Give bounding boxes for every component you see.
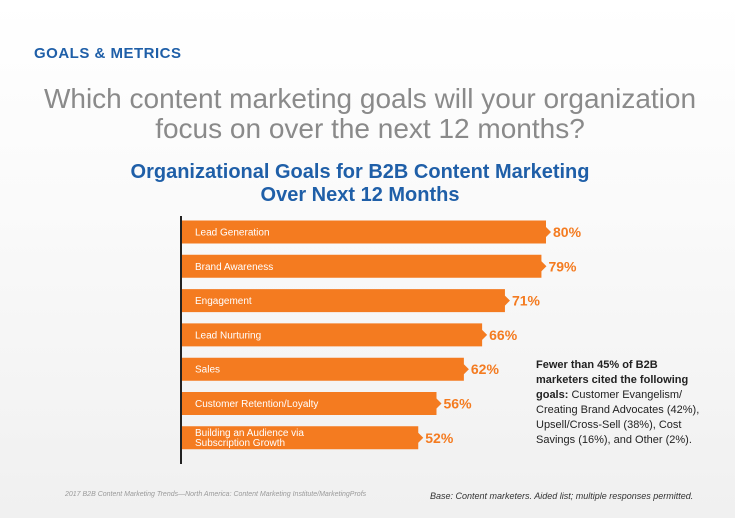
- bar: [182, 426, 424, 450]
- bar-group: Engagement 71%: [182, 289, 541, 313]
- bar: [182, 289, 510, 313]
- bar-group: Lead Generation 80%: [182, 220, 582, 244]
- category-label: Building an Audience via Subscription Gro…: [195, 428, 304, 449]
- category-label: Engagement: [195, 296, 252, 307]
- value-label: 80%: [553, 224, 582, 240]
- category-label: Customer Retention/Loyalty: [195, 399, 318, 410]
- section-label: GOALS & METRICS: [34, 45, 182, 62]
- value-label: 56%: [444, 396, 473, 412]
- value-label: 66%: [489, 327, 518, 343]
- bar: [182, 220, 551, 244]
- survey-question: Which content marketing goals will your …: [43, 83, 697, 144]
- footnote-callout: Fewer than 45% of B2B marketers cited th…: [536, 358, 711, 448]
- bar: [182, 254, 547, 278]
- footnote-bold: Fewer than 45% of B2B marketers cited th…: [536, 359, 689, 401]
- category-label: Brand Awareness: [195, 262, 273, 273]
- source-citation: 2017 B2B Content Marketing Trends—North …: [65, 491, 367, 498]
- bar: [182, 357, 469, 381]
- value-label: 52%: [425, 430, 454, 446]
- base-note: Base: Content marketers. Aided list; mul…: [430, 491, 694, 501]
- value-label: 62%: [471, 361, 500, 377]
- bar-group: Sales 62%: [182, 357, 500, 381]
- category-label: Sales: [195, 365, 220, 376]
- bar-group: Building an Audience via Subscription Gro…: [182, 426, 454, 450]
- footnote-text: Customer Evangelism/ Creating Brand Advo…: [536, 389, 700, 446]
- category-label: Lead Nurturing: [195, 330, 261, 341]
- bar: [182, 323, 488, 347]
- value-label: 79%: [548, 258, 577, 274]
- bar-group: Customer Retention/Loyalty 56%: [182, 392, 472, 415]
- chart-title: Organizational Goals for B2B Content Mar…: [130, 161, 590, 206]
- bar-group: Brand Awareness 79%: [182, 254, 577, 278]
- category-label: Lead Generation: [195, 228, 270, 239]
- value-label: 71%: [512, 293, 541, 309]
- bar-group: Lead Nurturing 66%: [182, 323, 518, 347]
- bar: [182, 392, 442, 415]
